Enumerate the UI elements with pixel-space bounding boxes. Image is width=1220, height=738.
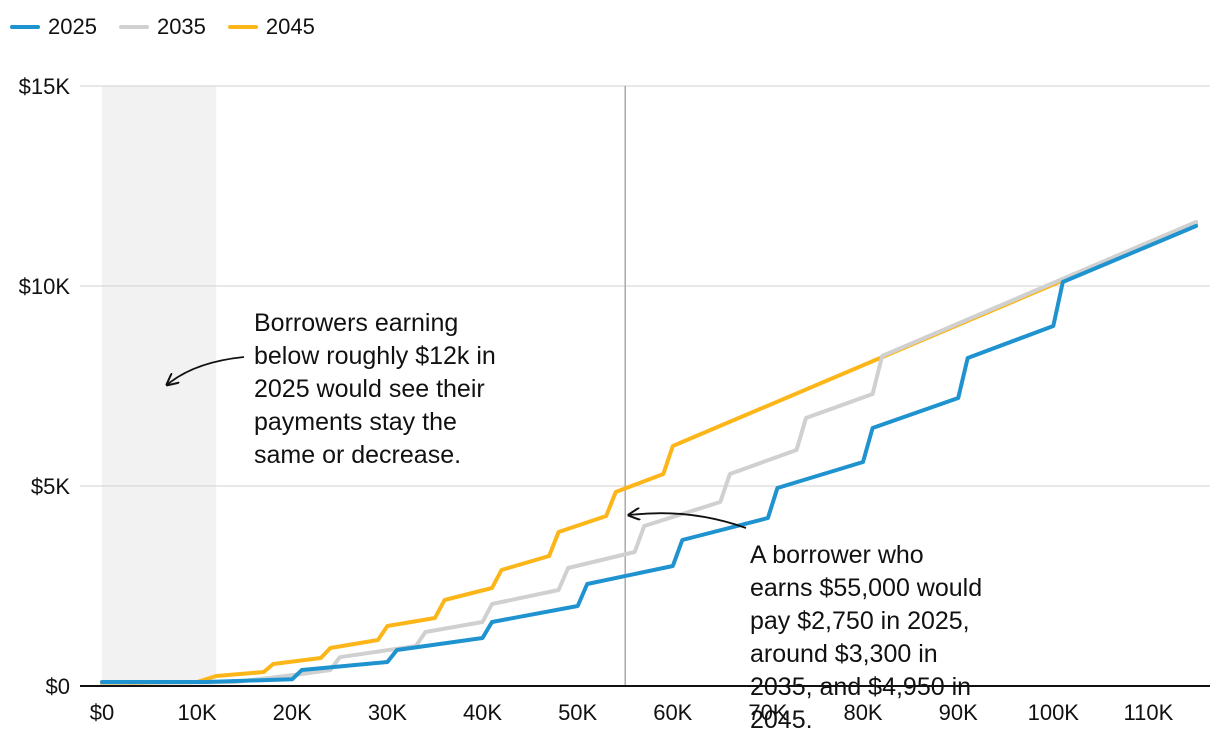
x-tick-label: 100K — [1028, 700, 1080, 725]
annotation-low-income: Borrowers earning below roughly $12k in … — [254, 307, 496, 472]
annotation-55k-line: around $3,300 in — [750, 640, 938, 668]
shaded-region — [102, 86, 217, 686]
legend-swatch-2035 — [118, 25, 149, 29]
legend-swatch-2025 — [10, 25, 40, 29]
annotation-55k-line: 2045. — [750, 706, 813, 734]
annotation-low-income-line: payments stay the — [254, 408, 457, 436]
x-tick-label: 30K — [368, 700, 407, 725]
annotation-55k-line: earns $55,000 would — [750, 574, 983, 602]
x-tick-label: 80K — [843, 700, 882, 725]
legend-label-2045: 2045 — [265, 14, 315, 39]
x-tick-label: 10K — [178, 700, 217, 725]
x-tick-label: 90K — [939, 700, 978, 725]
annotation-low-income-line: below roughly $12k in — [254, 342, 496, 370]
y-tick-label: $5K — [31, 474, 70, 499]
legend-item-2045: 2045 — [227, 14, 315, 40]
annotation-low-income-line: same or decrease. — [254, 441, 462, 469]
annotation-arrow-low-income — [168, 356, 245, 384]
legend-item-2035: 2035 — [118, 14, 206, 40]
series-line-2025 — [100, 224, 1198, 684]
x-tick-label: 60K — [653, 700, 692, 725]
annotation-55k-line: A borrower who — [750, 541, 924, 569]
series-line-2045 — [100, 222, 1198, 686]
x-tick-label: 40K — [463, 700, 502, 725]
x-tick-label: 50K — [558, 700, 597, 725]
y-tick-label: $10K — [19, 274, 71, 299]
legend-swatch-2045 — [227, 25, 258, 29]
x-tick-label: $0 — [90, 700, 114, 725]
annotation-low-income-line: Borrowers earning — [254, 309, 459, 337]
x-tick-label: 110K — [1124, 700, 1174, 725]
legend-item-2025: 2025 — [10, 14, 97, 40]
annotation-55k-borrower: A borrower who earns $55,000 would pay $… — [750, 539, 982, 737]
annotation-low-income-line: 2025 would see their — [254, 375, 485, 403]
annotation-55k-line: 2035, and $4,950 in — [750, 673, 972, 701]
legend-label-2025: 2025 — [48, 14, 97, 39]
legend-label-2035: 2035 — [156, 14, 206, 39]
y-tick-label: $15K — [19, 74, 71, 99]
legend: 2025 2035 2045 — [10, 14, 315, 40]
x-tick-label: 20K — [273, 700, 312, 725]
annotation-55k-line: pay $2,750 in 2025, — [750, 607, 970, 635]
annotation-arrow-55k — [630, 513, 747, 529]
y-tick-label: $0 — [46, 674, 70, 699]
x-tick-label: 70K — [748, 700, 787, 725]
